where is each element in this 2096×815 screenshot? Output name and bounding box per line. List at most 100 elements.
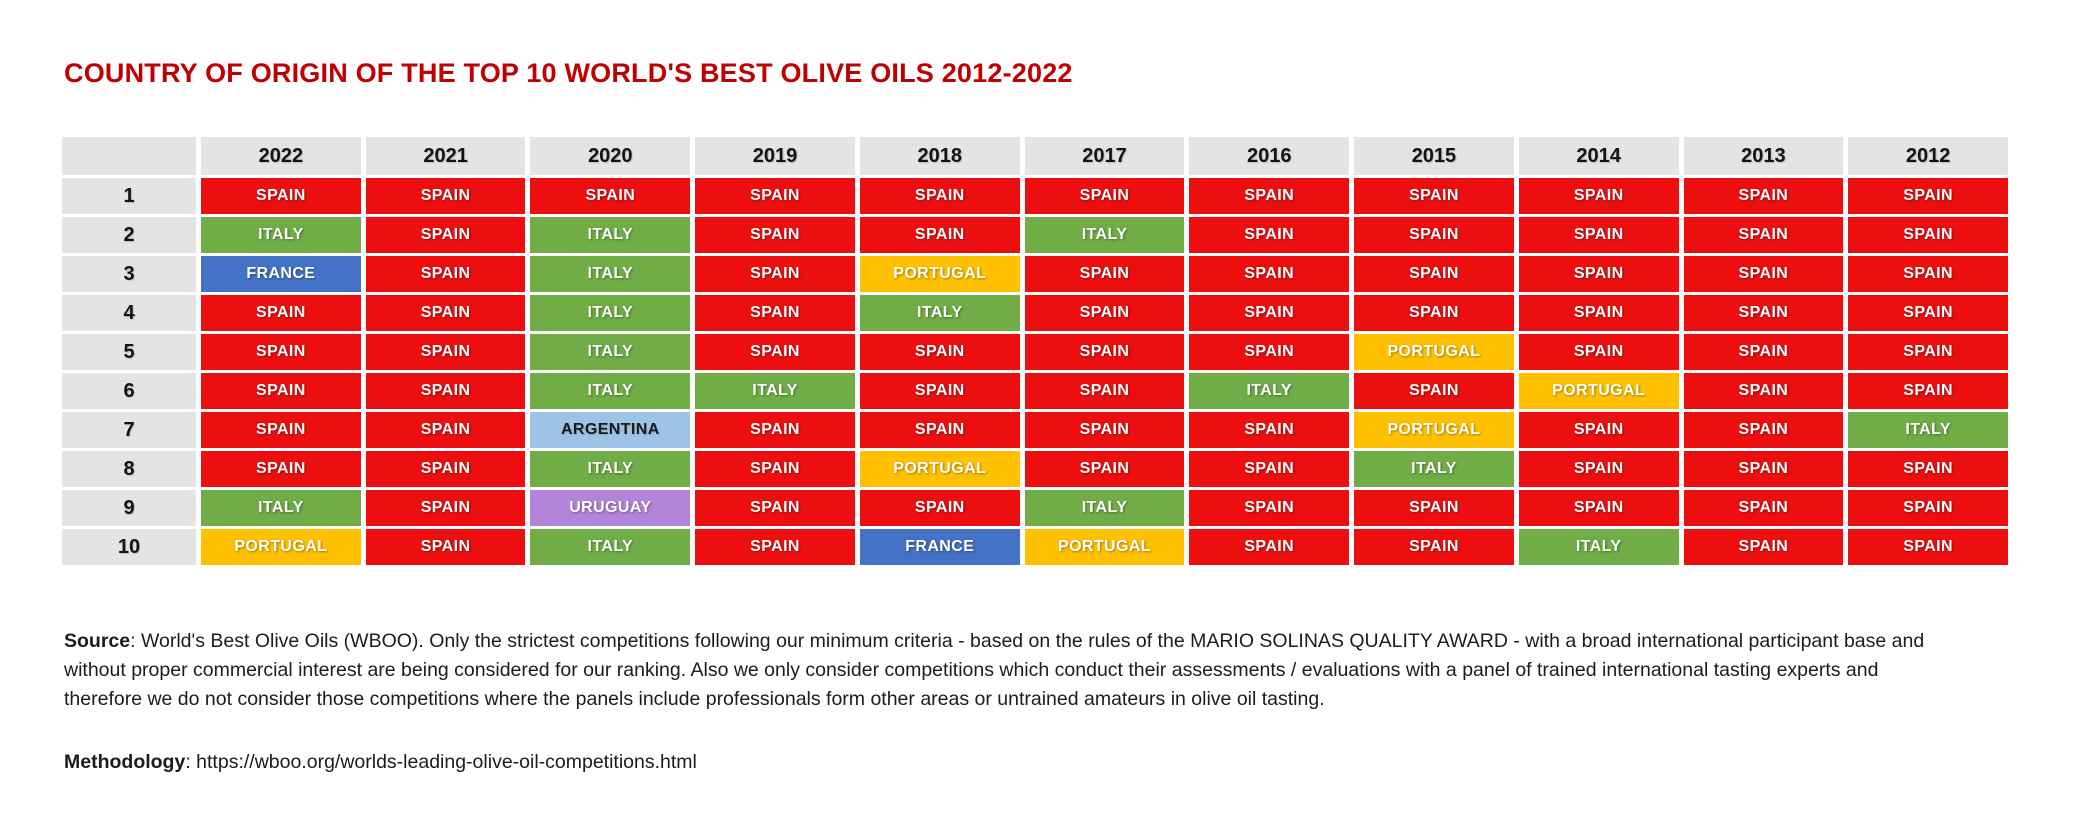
- country-cell: SPAIN: [859, 490, 1020, 526]
- source-label: Source: [64, 629, 131, 652]
- country-cell: SPAIN: [365, 295, 526, 331]
- country-cell: ITALY: [201, 490, 361, 526]
- country-cell: SPAIN: [695, 295, 855, 331]
- country-cell: SPAIN: [1848, 178, 2008, 214]
- country-cell: PORTUGAL: [201, 529, 361, 565]
- country-cell: SPAIN: [1189, 490, 1350, 526]
- country-cell: SPAIN: [1354, 373, 1514, 409]
- country-cell: SPAIN: [1683, 217, 1844, 253]
- country-cell: FRANCE: [201, 256, 361, 292]
- source-text: : World's Best Olive Oils (WBOO). Only t…: [64, 629, 1925, 710]
- country-cell: ITALY: [1189, 373, 1350, 409]
- rank-cell-6: 6: [62, 373, 196, 409]
- rank-cell-9: 9: [62, 490, 196, 526]
- country-cell: ARGENTINA: [530, 412, 691, 448]
- year-header-2017: 2017: [1024, 137, 1185, 175]
- country-cell: SPAIN: [1354, 295, 1514, 331]
- year-header-2014: 2014: [1518, 137, 1679, 175]
- country-cell: SPAIN: [1848, 334, 2008, 370]
- country-cell: SPAIN: [201, 451, 361, 487]
- rank-cell-8: 8: [62, 451, 196, 487]
- country-cell: SPAIN: [1354, 256, 1514, 292]
- country-cell: SPAIN: [1189, 412, 1350, 448]
- source-paragraph: Source: World's Best Olive Oils (WBOO). …: [64, 627, 1956, 714]
- country-cell: ITALY: [530, 334, 691, 370]
- country-cell: SPAIN: [365, 334, 526, 370]
- methodology-line: Methodology: https://wboo.org/worlds-lea…: [64, 751, 1956, 774]
- country-cell: SPAIN: [1024, 373, 1185, 409]
- country-cell: SPAIN: [1848, 256, 2008, 292]
- olive-oil-table: 2022 2021 2020 2019 2018 2017 2016 2015 2014 2013…: [62, 137, 2008, 565]
- country-cell: SPAIN: [1683, 529, 1844, 565]
- country-cell: SPAIN: [695, 412, 855, 448]
- page-title: COUNTRY OF ORIGIN OF THE TOP 10 WORLD'S …: [64, 58, 1073, 88]
- country-cell: SPAIN: [1024, 178, 1185, 214]
- country-cell: SPAIN: [1189, 334, 1350, 370]
- country-cell: ITALY: [1024, 217, 1185, 253]
- rank-cell-1: 1: [62, 178, 196, 214]
- country-cell: SPAIN: [201, 178, 361, 214]
- country-cell: SPAIN: [365, 451, 526, 487]
- country-cell: PORTUGAL: [859, 451, 1020, 487]
- year-header-2018: 2018: [859, 137, 1020, 175]
- country-cell: SPAIN: [365, 412, 526, 448]
- country-cell: SPAIN: [1354, 529, 1514, 565]
- year-header-2015: 2015: [1354, 137, 1514, 175]
- year-header-2019: 2019: [695, 137, 855, 175]
- country-cell: SPAIN: [1024, 334, 1185, 370]
- country-cell: SPAIN: [859, 373, 1020, 409]
- rank-cell-7: 7: [62, 412, 196, 448]
- country-cell: ITALY: [859, 295, 1020, 331]
- country-cell: SPAIN: [201, 373, 361, 409]
- country-cell: ITALY: [1848, 412, 2008, 448]
- country-cell: SPAIN: [1518, 490, 1679, 526]
- country-cell: SPAIN: [365, 529, 526, 565]
- year-header-2012: 2012: [1848, 137, 2008, 175]
- country-cell: SPAIN: [1024, 256, 1185, 292]
- country-cell: SPAIN: [1683, 295, 1844, 331]
- country-cell: SPAIN: [1189, 529, 1350, 565]
- country-cell: SPAIN: [695, 256, 855, 292]
- country-cell: SPAIN: [201, 412, 361, 448]
- country-cell: SPAIN: [1518, 334, 1679, 370]
- country-cell: SPAIN: [1683, 451, 1844, 487]
- rank-cell-2: 2: [62, 217, 196, 253]
- country-cell: SPAIN: [201, 334, 361, 370]
- country-cell: SPAIN: [1189, 451, 1350, 487]
- rank-cell-5: 5: [62, 334, 196, 370]
- country-cell: ITALY: [530, 373, 691, 409]
- methodology-url: : https://wboo.org/worlds-leading-olive-…: [185, 750, 697, 773]
- country-cell: ITALY: [530, 529, 691, 565]
- country-cell: SPAIN: [1848, 295, 2008, 331]
- country-cell: SPAIN: [1683, 334, 1844, 370]
- country-cell: PORTUGAL: [859, 256, 1020, 292]
- year-header-2022: 2022: [201, 137, 361, 175]
- country-cell: SPAIN: [1848, 373, 2008, 409]
- country-cell: SPAIN: [1848, 529, 2008, 565]
- country-cell: SPAIN: [1518, 412, 1679, 448]
- country-cell: SPAIN: [365, 178, 526, 214]
- country-cell: SPAIN: [859, 412, 1020, 448]
- country-cell: SPAIN: [365, 490, 526, 526]
- country-cell: SPAIN: [365, 373, 526, 409]
- country-cell: SPAIN: [1683, 178, 1844, 214]
- country-cell: SPAIN: [365, 256, 526, 292]
- year-header-2016: 2016: [1189, 137, 1350, 175]
- country-cell: SPAIN: [695, 334, 855, 370]
- country-cell: ITALY: [695, 373, 855, 409]
- country-cell: SPAIN: [1189, 256, 1350, 292]
- country-cell: SPAIN: [1683, 373, 1844, 409]
- country-cell: SPAIN: [1848, 490, 2008, 526]
- country-cell: SPAIN: [695, 451, 855, 487]
- country-cell: SPAIN: [1354, 490, 1514, 526]
- country-cell: SPAIN: [201, 295, 361, 331]
- country-cell: SPAIN: [695, 178, 855, 214]
- country-cell: SPAIN: [859, 217, 1020, 253]
- year-header-2013: 2013: [1683, 137, 1844, 175]
- country-cell: PORTUGAL: [1518, 373, 1679, 409]
- table-corner-cell: [62, 137, 196, 175]
- country-cell: PORTUGAL: [1354, 334, 1514, 370]
- country-cell: URUGUAY: [530, 490, 691, 526]
- rank-cell-4: 4: [62, 295, 196, 331]
